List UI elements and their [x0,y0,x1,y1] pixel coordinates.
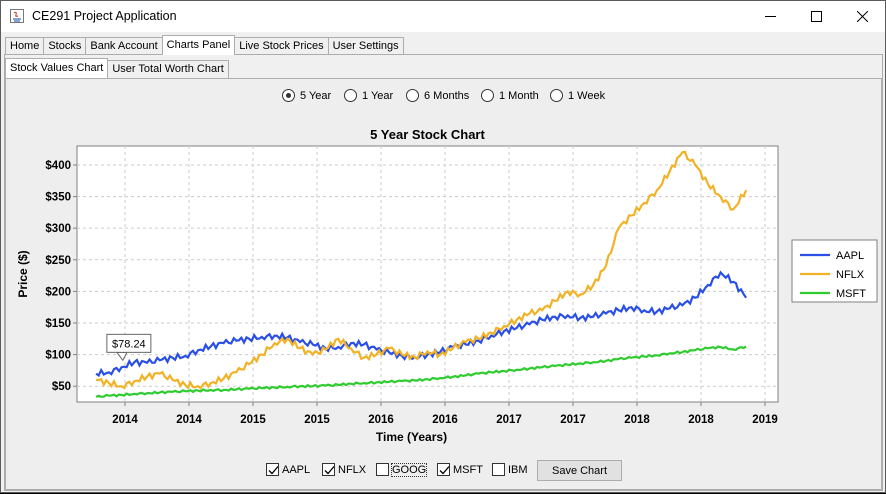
y-tick-label: $50 [52,381,71,393]
tooltip-text: $78.24 [112,338,146,350]
legend-label: AAPL [836,250,864,262]
chart-title: 5 Year Stock Chart [370,127,485,142]
tab-charts-panel[interactable]: Charts Panel [161,35,236,55]
checkbox-label: NFLX [338,463,367,476]
radio-circle[interactable] [344,89,357,102]
toggle-msft[interactable]: MSFT [437,463,483,476]
y-tick-label: $150 [45,318,71,330]
minimize-button[interactable] [747,1,793,32]
legend-box [791,239,878,303]
y-tick-label: $200 [45,286,71,298]
y-axis-label: Price ($) [16,250,30,297]
close-button[interactable] [839,1,885,32]
checkmark-icon [324,466,335,475]
x-tick-label: 2017 [560,414,586,426]
maximize-icon [810,11,822,22]
save-chart-button[interactable]: Save Chart [537,460,622,481]
checkmark-icon [439,466,450,475]
close-icon [856,11,868,22]
tab-live-stock-prices[interactable]: Live Stock Prices [234,37,329,55]
series-line-msft [95,345,747,398]
x-tick-label: 2015 [304,414,330,426]
x-tick-label: 2018 [624,414,650,426]
y-tick-label: $300 [45,223,71,235]
checkmark-icon [268,466,279,475]
x-tick-label: 2018 [688,414,714,426]
range-radio-1-month[interactable]: 1 Month [481,89,539,102]
range-radio-6-months[interactable]: 6 Months [406,89,469,102]
x-tick-label: 2016 [368,414,394,426]
title-bar[interactable]: CE291 Project Application [1,1,885,32]
toggle-nflx[interactable]: NFLX [322,463,366,476]
x-tick-label: 2014 [176,414,202,426]
checkbox[interactable] [266,463,279,476]
tab-user-settings[interactable]: User Settings [327,37,404,55]
tab-bank-account[interactable]: Bank Account [85,37,163,55]
y-tick-label: $100 [45,350,71,362]
tab-stocks[interactable]: Stocks [43,37,87,55]
checkbox-label: AAPL [282,463,311,476]
checkbox[interactable] [437,463,450,476]
window-title: CE291 Project Application [32,9,177,23]
checkbox[interactable] [322,463,335,476]
range-radio-5-year[interactable]: 5 Year [282,89,331,102]
x-tick-label: 2014 [112,414,138,426]
toggle-ibm[interactable]: IBM [492,463,528,476]
tab-home[interactable]: Home [5,37,45,55]
y-tick-label: $250 [45,255,71,267]
series-line-aapl [95,270,748,378]
tooltip-box [106,333,152,353]
x-tick-label: 2019 [752,414,778,426]
sub-tab-bar: Stock Values Chart User Total Worth Chart [5,58,229,78]
maximize-button[interactable] [793,1,839,32]
java-cup-icon [10,9,24,23]
radio-label: 5 Year [300,89,332,102]
radio-label: 1 Year [362,89,394,102]
y-tick-label: $400 [45,160,71,172]
toggle-goog[interactable]: GOOG [376,462,428,477]
x-axis-label: Time (Years) [376,430,447,444]
radio-label: 1 Month [499,89,539,102]
y-tick-label: $350 [45,192,71,204]
radio-circle[interactable] [481,89,494,102]
range-radio-1-year[interactable]: 1 Year [344,89,393,102]
subtab-stock-values-chart[interactable]: Stock Values Chart [5,58,109,78]
checkbox-label: GOOG [390,462,428,477]
legend-label: MSFT [836,288,866,300]
series-line-nflx [96,150,748,390]
plot-area [76,145,779,403]
radio-circle[interactable] [282,89,295,102]
range-radio-1-week[interactable]: 1 Week [550,89,605,102]
x-tick-label: 2017 [496,414,522,426]
radio-circle[interactable] [550,89,563,102]
x-tick-label: 2016 [432,414,458,426]
radio-circle[interactable] [406,89,419,102]
checkbox[interactable] [492,463,505,476]
subtab-user-total-worth-chart[interactable]: User Total Worth Chart [107,60,229,78]
checkbox-label: MSFT [453,463,483,476]
checkbox[interactable] [376,463,389,476]
stock-toggle-row: Save Chart AAPL NFLX GOOG MSFT IBM [1,459,886,481]
minimize-icon [764,16,776,17]
x-tick-label: 2015 [240,414,266,426]
toggle-aapl[interactable]: AAPL [266,463,310,476]
radio-label: 6 Months [424,89,470,102]
checkbox-label: IBM [508,463,528,476]
legend-label: NFLX [836,269,865,281]
range-selector: 5 Year 1 Year 6 Months 1 Month 1 Week [1,89,886,107]
radio-label: 1 Week [568,89,606,102]
main-tab-bar: Home Stocks Bank Account Charts Panel Live S… [5,35,404,55]
